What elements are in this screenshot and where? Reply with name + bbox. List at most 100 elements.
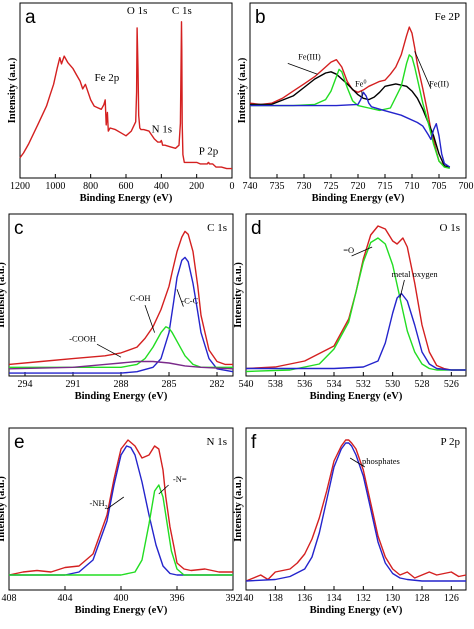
annotation-label: Fe0 xyxy=(355,78,367,88)
x-axis-label: Binding Energy (eV) xyxy=(312,193,405,204)
annotation-pointer xyxy=(414,51,432,89)
annotation-label: C-OH xyxy=(130,293,151,303)
annotation-label: Fe(II) xyxy=(429,78,449,88)
x-tick-label: 536 xyxy=(297,379,312,390)
plot-frame xyxy=(245,427,467,591)
x-tick-label: 705 xyxy=(432,181,447,192)
x-tick-label: 1000 xyxy=(45,181,65,192)
panel-f: 140 138 136 134 132 130 128 126 Binding Energy (… xyxy=(233,427,467,616)
series-cooh xyxy=(8,360,234,370)
x-tick-label: 396 xyxy=(170,593,185,604)
series-o xyxy=(245,237,466,373)
x-axis-label: Binding Energy (eV) xyxy=(75,391,168,402)
x-tick-label: 528 xyxy=(415,379,430,390)
annotation-label: =O xyxy=(343,245,354,255)
annotation-pointer xyxy=(399,279,405,299)
y-axis-label: Intensity (a.u.) xyxy=(233,262,244,328)
series-fe-ii xyxy=(250,91,451,168)
annotation-pointer xyxy=(287,62,318,75)
series-raw xyxy=(249,26,450,168)
panel-label: c xyxy=(14,218,24,239)
annotation-pointer xyxy=(158,484,169,495)
x-tick-label: 710 xyxy=(405,181,420,192)
panel-title: Fe 2P xyxy=(435,11,460,23)
panel-label: a xyxy=(25,7,36,28)
x-tick-label: 534 xyxy=(327,379,342,390)
annotation-label: -C-C xyxy=(181,296,198,306)
series-phosphates xyxy=(245,442,466,582)
x-tick-label: 530 xyxy=(385,379,400,390)
x-tick-label: 540 xyxy=(239,379,254,390)
series-raw xyxy=(8,230,233,366)
annotation-pointer xyxy=(96,343,122,358)
series-n xyxy=(9,484,233,576)
x-tick-label: 538 xyxy=(268,379,283,390)
panel-title: P 2p xyxy=(441,436,461,448)
series-raw xyxy=(245,439,467,582)
x-tick-label: 526 xyxy=(444,379,459,390)
panel-e: 408 404 400 396 392 Binding Energy (eV) Intens… xyxy=(0,427,241,616)
annotation-label: -NH2 xyxy=(90,498,108,511)
panel-d: 540 538 536 534 532 530 528 526 Binding Energy (… xyxy=(233,213,467,402)
x-tick-label: 400 xyxy=(154,181,169,192)
annotation-label: O 1s xyxy=(127,5,147,17)
x-tick-label: 408 xyxy=(2,593,17,604)
series-fe-iii xyxy=(250,54,450,169)
x-tick-label: 600 xyxy=(119,181,134,192)
annotation-pointer xyxy=(106,496,125,510)
annotation-pointer xyxy=(351,246,373,257)
annotation-pointer xyxy=(349,457,366,468)
x-axis-label: Binding Energy (eV) xyxy=(310,605,403,616)
x-tick-label: 294 xyxy=(18,379,33,390)
panel-title: O 1s xyxy=(440,222,460,234)
y-axis-label: Intensity (a.u.) xyxy=(7,57,18,123)
plot-frame xyxy=(245,213,467,377)
x-tick-label: 126 xyxy=(444,593,459,604)
x-tick-label: 392 xyxy=(226,593,241,604)
x-tick-label: 404 xyxy=(58,593,73,604)
x-tick-label: 140 xyxy=(239,593,254,604)
series-c-c xyxy=(9,256,234,374)
panel-title: C 1s xyxy=(207,222,227,234)
y-axis-label: Intensity (a.u.) xyxy=(0,262,7,328)
series-nh2 xyxy=(9,445,233,576)
annotation-label: -COOH xyxy=(69,333,96,343)
annotation-label: Fe 2p xyxy=(95,72,120,84)
x-tick-label: 800 xyxy=(83,181,98,192)
annotation-label: -N= xyxy=(173,474,187,484)
annotation-label: Fe(III) xyxy=(298,52,321,62)
series-envelope xyxy=(250,71,450,168)
x-tick-label: 730 xyxy=(297,181,312,192)
series-c-oh xyxy=(9,326,233,368)
series-raw xyxy=(8,439,233,576)
x-tick-label: 136 xyxy=(297,593,312,604)
panel-label: e xyxy=(14,432,25,453)
series-raw xyxy=(245,225,466,371)
annotation-label: P 2p xyxy=(199,146,219,158)
x-tick-label: 740 xyxy=(243,181,258,192)
annotation-label: metal oxygen xyxy=(392,269,439,279)
x-tick-label: 532 xyxy=(356,379,371,390)
x-tick-label: 725 xyxy=(324,181,339,192)
x-tick-label: 291 xyxy=(66,379,81,390)
panel-title: N 1s xyxy=(207,436,227,448)
x-tick-label: 130 xyxy=(385,593,400,604)
x-tick-label: 128 xyxy=(415,593,430,604)
panel-c: 294 291 288 285 282 Binding Energy (eV) Intens… xyxy=(0,213,234,402)
panel-label: b xyxy=(255,7,266,28)
x-tick-label: 282 xyxy=(210,379,225,390)
x-axis-label: Binding Energy (eV) xyxy=(75,605,168,616)
x-tick-label: 0 xyxy=(230,181,235,192)
x-tick-label: 134 xyxy=(327,593,342,604)
annotation-pointer xyxy=(361,91,363,99)
plot-frame xyxy=(8,427,234,591)
plot-frame xyxy=(249,2,467,179)
x-tick-label: 200 xyxy=(189,181,204,192)
x-tick-label: 735 xyxy=(270,181,285,192)
annotation-pointer xyxy=(176,289,184,307)
annotation-pointer xyxy=(144,304,155,333)
panel-label: f xyxy=(251,432,257,453)
panel-label: d xyxy=(251,218,262,239)
x-axis-label: Binding Energy (eV) xyxy=(310,391,403,402)
